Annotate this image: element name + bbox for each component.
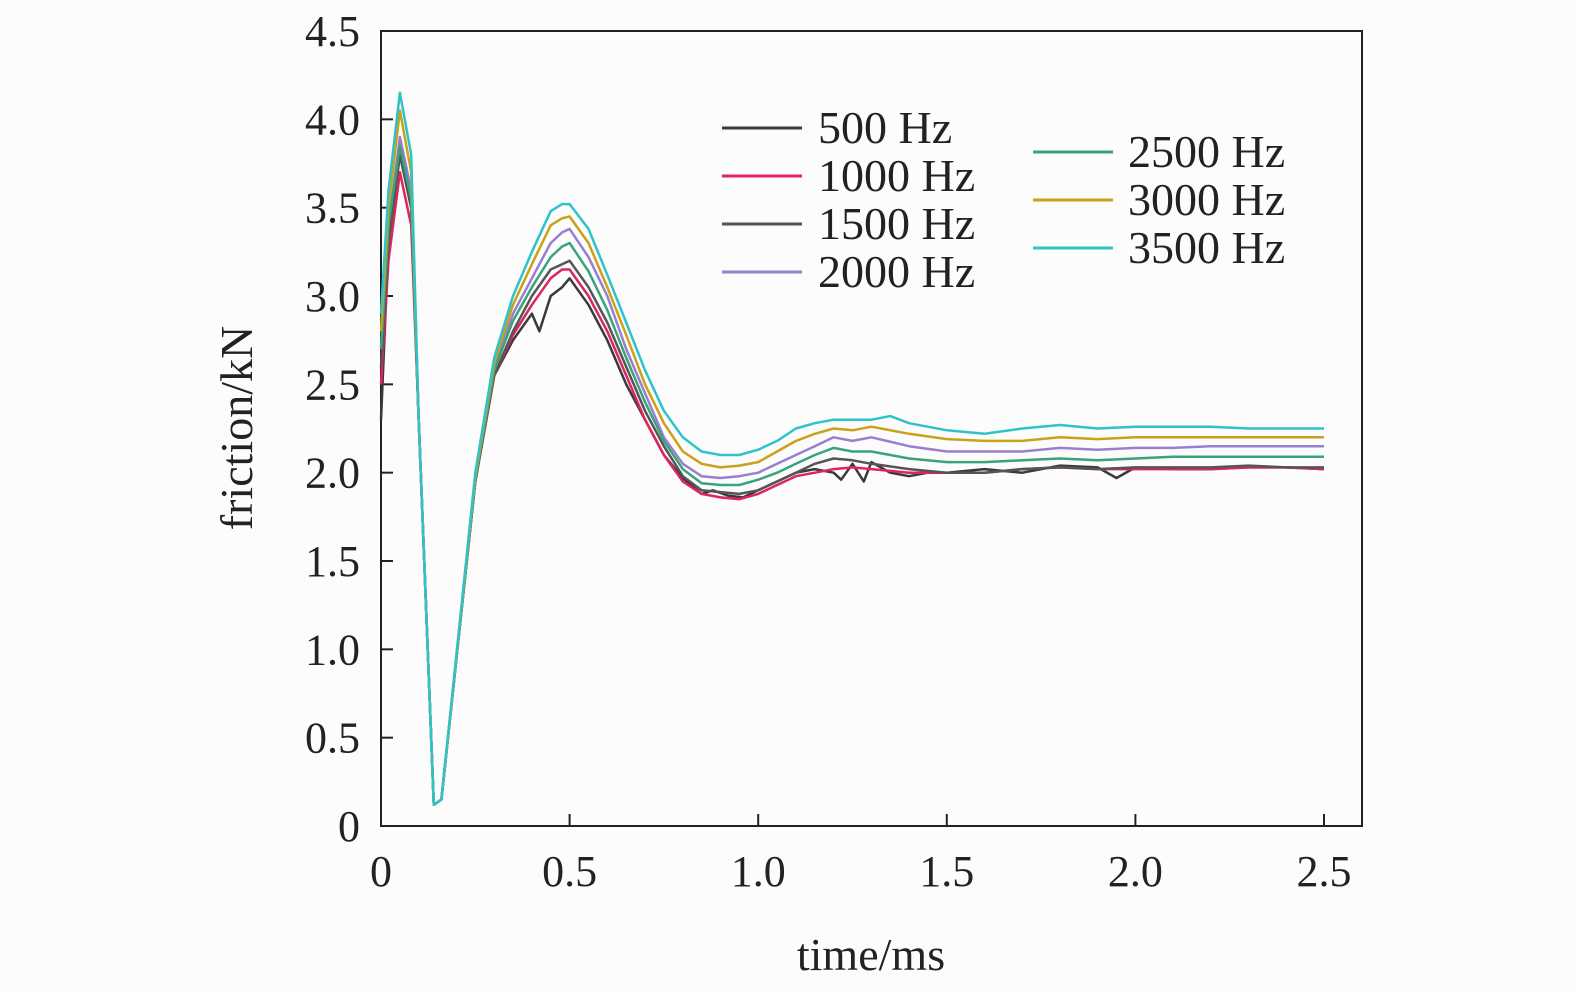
x-tick-label: 2.5 (1297, 847, 1352, 896)
x-tick-label: 1.0 (731, 847, 786, 896)
legend-label: 3500 Hz (1128, 222, 1285, 273)
legend-label: 1000 Hz (818, 150, 975, 201)
y-tick-label: 0.5 (305, 714, 360, 763)
y-tick-label: 3.0 (305, 272, 360, 321)
y-tick-label: 3.5 (305, 184, 360, 233)
x-tick-label: 0 (370, 847, 392, 896)
series-lines (379, 91, 1325, 807)
legend-label: 500 Hz (818, 102, 952, 153)
series-line-3500-hz (379, 91, 1324, 807)
y-tick-label: 1.5 (305, 537, 360, 586)
y-tick-label: 1.0 (305, 625, 360, 674)
y-tick-label: 4.5 (305, 7, 360, 56)
legend-label: 3000 Hz (1128, 174, 1285, 225)
x-tick-label: 2.0 (1108, 847, 1163, 896)
x-tick-label: 0.5 (542, 847, 597, 896)
x-axis: 0 0.5 1.0 1.5 2.0 2.5 (370, 814, 1352, 896)
x-axis-title: time/ms (797, 929, 945, 980)
x-tick-label: 1.5 (919, 847, 974, 896)
y-tick-label: 2.5 (305, 360, 360, 409)
legend-label: 2000 Hz (818, 246, 975, 297)
y-tick-label: 0 (338, 802, 360, 851)
y-axis-title: friction/kN (211, 326, 262, 530)
plot-area-frame (380, 30, 1363, 827)
y-tick-label: 4.0 (305, 95, 360, 144)
y-axis: 0 0.5 1.0 1.5 2.0 2.5 3.0 3.5 4.0 4.5 (305, 7, 393, 851)
legend-label: 2500 Hz (1128, 126, 1285, 177)
y-tick-label: 2.0 (305, 449, 360, 498)
legend-label: 1500 Hz (818, 198, 975, 249)
